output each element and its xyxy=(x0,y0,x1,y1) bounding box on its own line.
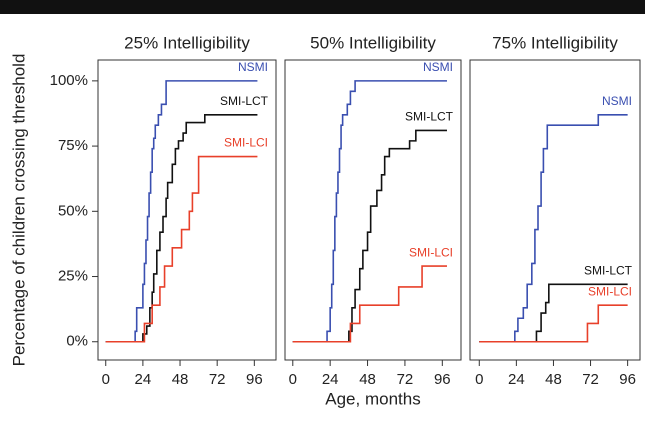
top-bar xyxy=(0,0,645,14)
x-tick-label: 72 xyxy=(582,371,599,388)
series-label: SMI-LCT xyxy=(584,264,633,278)
panel-title: 25% Intelligibility xyxy=(124,33,250,52)
y-tick-label: 25% xyxy=(58,267,88,284)
plot-frame xyxy=(97,59,277,361)
x-tick-label: 0 xyxy=(289,371,297,388)
x-tick-label: 48 xyxy=(359,371,376,388)
series-label: SMI-LCI xyxy=(588,284,632,298)
step-line xyxy=(479,283,628,343)
x-tick-label: 24 xyxy=(322,371,339,388)
x-tick-label: 96 xyxy=(434,371,451,388)
x-tick-label: 24 xyxy=(508,371,525,388)
y-tick-label: 100% xyxy=(50,72,88,89)
y-tick-label: 50% xyxy=(58,202,88,219)
step-line xyxy=(105,113,258,343)
x-tick-label: 72 xyxy=(209,371,226,388)
step-line xyxy=(292,80,447,343)
step-line xyxy=(105,155,258,343)
series-label: NSMI xyxy=(238,60,268,74)
step-line xyxy=(292,265,447,343)
plot-frame xyxy=(284,59,462,361)
y-axis-label: Percentage of children crossing threshol… xyxy=(9,54,28,367)
x-tick-label: 48 xyxy=(545,371,562,388)
x-tick-label: 48 xyxy=(172,371,189,388)
series-label: NSMI xyxy=(602,94,632,108)
y-tick-label: 0% xyxy=(66,333,88,350)
step-line xyxy=(292,129,447,343)
step-line xyxy=(479,304,628,343)
x-tick-label: 96 xyxy=(619,371,636,388)
x-tick-label: 96 xyxy=(246,371,263,388)
series-label: SMI-LCI xyxy=(224,136,268,150)
x-tick-label: 0 xyxy=(102,371,110,388)
series-label: SMI-LCT xyxy=(220,94,269,108)
series-label: SMI-LCT xyxy=(405,110,454,124)
step-line xyxy=(479,113,628,343)
x-axis-label: Age, months xyxy=(325,389,420,408)
series-label: SMI-LCI xyxy=(409,245,453,259)
panel-title: 75% Intelligibility xyxy=(492,33,618,52)
series-label: NSMI xyxy=(423,60,453,74)
plot-frame xyxy=(469,59,641,361)
y-tick-label: 75% xyxy=(58,137,88,154)
step-line xyxy=(105,80,258,343)
x-tick-label: 72 xyxy=(397,371,414,388)
panel-title: 50% Intelligibility xyxy=(310,33,436,52)
x-tick-label: 24 xyxy=(135,371,152,388)
x-tick-label: 0 xyxy=(475,371,483,388)
